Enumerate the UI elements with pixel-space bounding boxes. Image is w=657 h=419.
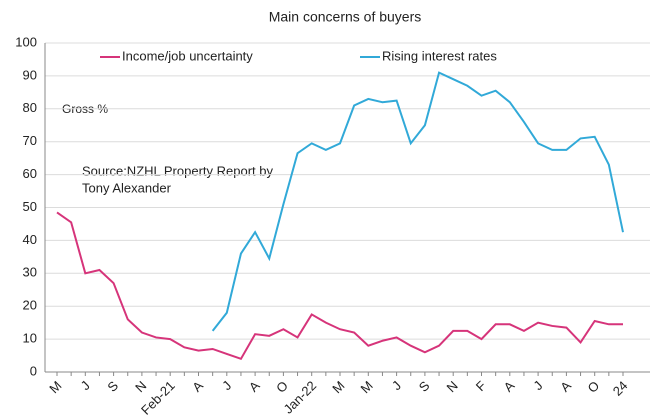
y-tick-label: 80 [23,100,37,115]
y-tick-label: 30 [23,265,37,280]
x-tick-label: J [389,378,404,393]
series-line [56,211,623,361]
x-tick-label: J [219,378,234,393]
x-tick-label: N [132,378,149,395]
y-tick-label: 20 [23,298,37,313]
y-tick-label: 100 [15,34,37,49]
x-tick-label: M [46,378,64,396]
x-tick-label: F [473,378,489,394]
x-tick-label: J [78,378,93,393]
series-line [211,71,624,332]
source-note: Source:NZHL Property Report by [82,163,273,178]
x-tick-label: O [584,378,602,396]
source-note: Tony Alexander [82,180,172,195]
y-tick-label: 90 [23,67,37,82]
legend-label: Rising interest rates [382,48,497,63]
x-tick-label: S [104,378,121,395]
chart-title: Main concerns of buyers [269,9,422,25]
x-tick-label: 24 [610,378,631,399]
x-tick-label: M [358,378,376,396]
x-tick-label: S [416,378,433,395]
x-tick-label: Jan-22 [281,378,320,417]
y-tick-label: 50 [23,199,37,214]
y-tick-label: 10 [23,331,37,346]
legend-label: Income/job uncertainty [122,48,253,63]
y-tick-label: 70 [23,133,37,148]
x-tick-label: A [246,378,263,395]
x-tick-label: M [329,378,347,396]
x-tick-label: N [444,378,461,395]
x-tick-label: A [189,378,206,395]
x-tick-label: A [557,378,574,395]
y-tick-label: 60 [23,166,37,181]
x-tick-label: O [273,378,291,396]
y-tick-label: 40 [23,232,37,247]
x-tick-label: A [501,378,518,395]
y-tick-label: 0 [30,363,37,378]
x-tick-label: J [530,378,545,393]
